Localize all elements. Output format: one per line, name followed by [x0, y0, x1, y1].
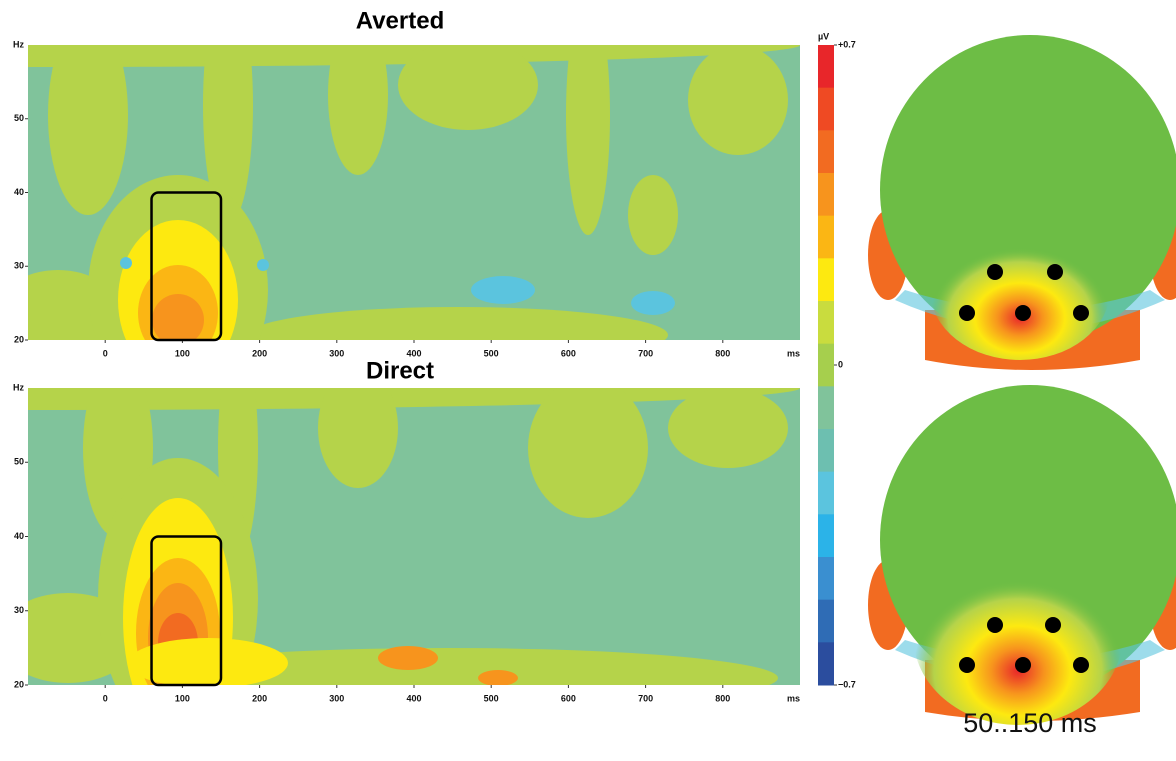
x-tick-label: 0: [103, 348, 108, 358]
colorbar-step: [818, 386, 834, 430]
field-contour: [378, 646, 438, 670]
field-contour: [478, 670, 518, 685]
field-contour: [152, 294, 204, 340]
field-contour: [631, 291, 675, 315]
heatmap-field: [28, 388, 800, 685]
colorbar-step: [818, 45, 834, 89]
x-tick-label: 100: [175, 348, 190, 358]
x-tick-label: 600: [561, 693, 576, 703]
x-tick-label: 400: [406, 348, 421, 358]
field-contour: [318, 388, 398, 488]
x-tick-label: 0: [103, 693, 108, 703]
colorbar-step: [818, 642, 834, 686]
field-contour: [120, 257, 132, 269]
x-tick-label: 300: [329, 693, 344, 703]
heatmap-field: [28, 45, 800, 340]
field-contour: [668, 388, 788, 468]
colorbar-step: [818, 173, 834, 217]
y-tick-label: 40: [14, 187, 24, 197]
field-contour: [628, 175, 678, 255]
highlight-box: [150, 535, 223, 687]
colorbar-tick-label: +0.7: [838, 39, 856, 49]
topomap-caption: 50..150 ms: [963, 708, 1097, 738]
y-axis-label: Hz: [13, 382, 24, 392]
field-contour: [528, 388, 648, 518]
x-tick-label: 400: [406, 693, 421, 703]
x-tick-label: 800: [715, 693, 730, 703]
x-axis-label: ms: [787, 693, 800, 703]
topomap-direct: [868, 385, 1176, 725]
field-contour: [257, 259, 269, 271]
x-tick-label: 300: [329, 348, 344, 358]
x-tick-label: 500: [484, 693, 499, 703]
panel-title: Direct: [366, 357, 434, 384]
colorbar-step: [818, 343, 834, 387]
x-axis-label: ms: [787, 348, 800, 358]
y-tick-label: 20: [14, 334, 24, 344]
x-tick-label: 600: [561, 348, 576, 358]
y-axis-label: Hz: [13, 39, 24, 49]
y-tick-label: 30: [14, 261, 24, 271]
field-contour: [48, 45, 128, 215]
highlight-box: [150, 191, 223, 342]
colorbar-step: [818, 514, 834, 558]
colorbar-tick-label: 0: [838, 359, 843, 369]
field-contour: [398, 45, 538, 130]
x-tick-label: 100: [175, 693, 190, 703]
x-tick-label: 500: [484, 348, 499, 358]
field-contour: [203, 45, 253, 225]
colorbar-step: [818, 301, 834, 345]
field-contour: [128, 638, 288, 685]
y-tick-label: 20: [14, 679, 24, 689]
field-contour: [688, 45, 788, 155]
y-tick-label: 40: [14, 531, 24, 541]
y-tick-label: 50: [14, 457, 24, 467]
colorbar-unit: µV: [818, 31, 829, 41]
x-tick-label: 800: [715, 348, 730, 358]
x-tick-label: 700: [638, 693, 653, 703]
y-tick-label: 30: [14, 605, 24, 615]
topomap-averted: [868, 35, 1176, 370]
colorbar-step: [818, 599, 834, 643]
colorbar-step: [818, 557, 834, 601]
x-tick-label: 200: [252, 693, 267, 703]
x-tick-label: 200: [252, 348, 267, 358]
colorbar-step: [818, 429, 834, 473]
field-contour: [566, 45, 610, 235]
colorbar-step: [818, 215, 834, 259]
colorbar-step: [818, 471, 834, 515]
panel-title: Averted: [356, 7, 444, 34]
y-tick-label: 50: [14, 113, 24, 123]
field-contour: [328, 45, 388, 175]
colorbar-step: [818, 258, 834, 302]
x-tick-label: 700: [638, 348, 653, 358]
colorbar-step: [818, 87, 834, 131]
colorbar-step: [818, 130, 834, 174]
field-contour: [248, 307, 668, 340]
colorbar-tick-label: −0.7: [838, 679, 856, 689]
field-contour: [471, 276, 535, 304]
